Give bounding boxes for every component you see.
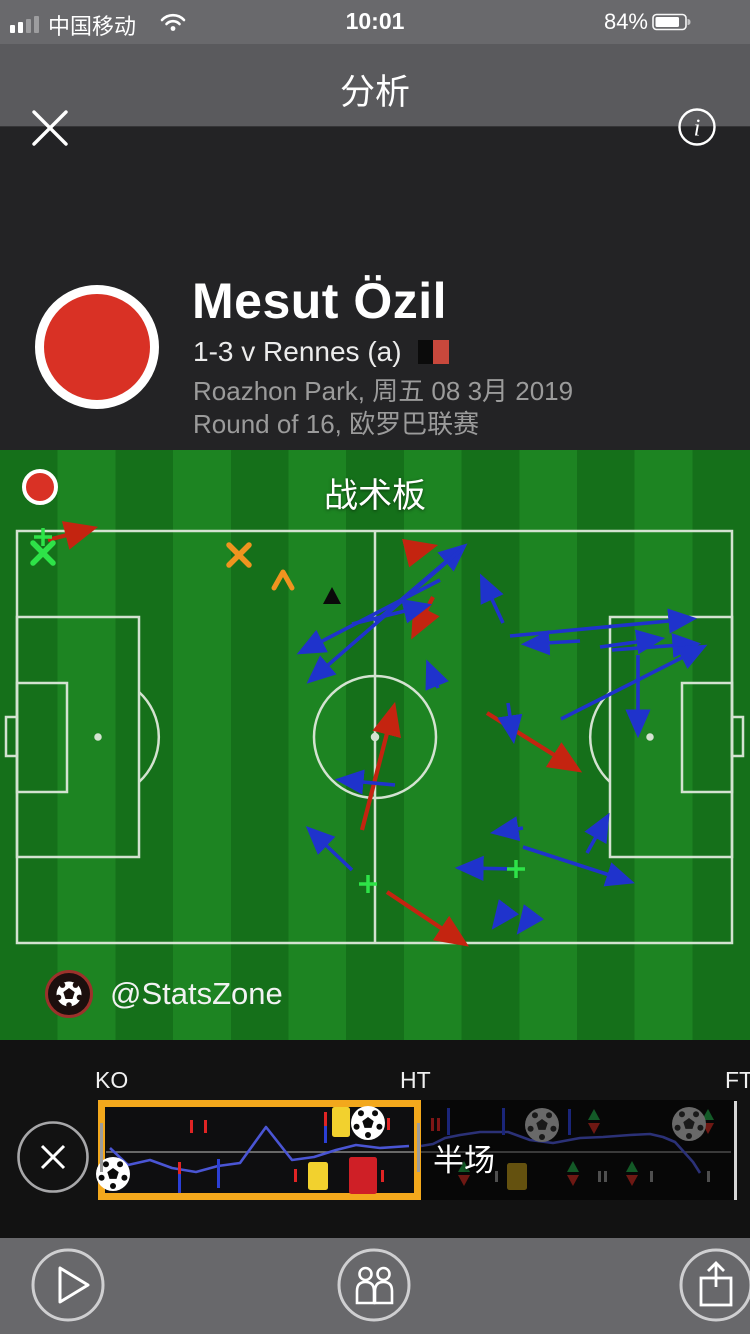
battery-percent: 84%: [603, 9, 648, 34]
event-tick: [178, 1174, 181, 1193]
goal-ball-icon: [525, 1108, 559, 1142]
team-badge: [35, 285, 159, 409]
pitch-lines: [4, 529, 745, 945]
half-time-label: 半场: [433, 1143, 495, 1178]
close-icon[interactable]: [28, 106, 72, 150]
timeline-section: KO HT FT 半场: [0, 1040, 750, 1238]
sub-off-icon: [458, 1175, 470, 1186]
event-tick: [178, 1162, 181, 1174]
watermark: @StatsZone: [44, 967, 283, 1021]
battery-icon: [652, 13, 691, 31]
scrub-handle[interactable]: [417, 1123, 420, 1172]
sub-off-icon: [567, 1175, 579, 1186]
match-result: 1-3 v Rennes (a): [193, 336, 449, 368]
sub-on-icon: [458, 1161, 470, 1172]
timeline-dismiss-button[interactable]: [16, 1120, 90, 1194]
event-tick: [707, 1171, 710, 1182]
signal-strength-icon: [10, 16, 39, 33]
sub-on-icon: [567, 1161, 579, 1172]
event-tick: [204, 1120, 207, 1133]
event-tick: [381, 1170, 384, 1182]
team-badge-small: [22, 469, 58, 505]
event-tick: [190, 1120, 193, 1133]
event-tick: [324, 1126, 327, 1143]
carrier-label: 中国移动: [48, 14, 137, 39]
match-venue-date: Roazhon Park, 周五 08 3月 2019: [193, 376, 574, 406]
goal-ball-icon: [351, 1106, 385, 1140]
event-tick: [437, 1118, 440, 1131]
tactics-board: 战术板: [0, 450, 750, 1040]
players-icon: [355, 1266, 394, 1305]
play-button[interactable]: [30, 1247, 106, 1323]
opponent-crest-icon: [417, 340, 449, 364]
tactics-board-title: 战术板: [324, 477, 426, 515]
timeline-label-ko: KO: [95, 1067, 129, 1093]
sub-on-icon: [588, 1109, 600, 1120]
status-bar: 中国移动 10:01 84%: [0, 0, 750, 44]
event-tick: [650, 1171, 653, 1182]
sub-off-icon: [626, 1175, 638, 1186]
event-tick: [217, 1159, 220, 1188]
match-result-text: 1-3 v Rennes (a): [193, 336, 402, 367]
event-tick: [495, 1171, 498, 1182]
close-icon: [40, 1144, 66, 1170]
event-tick: [447, 1108, 450, 1135]
play-icon: [58, 1266, 90, 1304]
wifi-icon: [160, 13, 186, 31]
statszone-logo-icon: [45, 970, 93, 1018]
yellow-card-icon: [507, 1163, 527, 1190]
match-timeline-scrubber[interactable]: [0, 1095, 750, 1205]
sub-off-icon: [588, 1123, 600, 1134]
timeline-label-ft: FT: [725, 1067, 750, 1093]
goal-ball-icon: [96, 1157, 130, 1191]
event-tick: [502, 1108, 505, 1135]
event-tick: [598, 1171, 601, 1182]
event-tick: [294, 1169, 297, 1182]
goal-ball-icon: [672, 1107, 706, 1141]
nav-bar: 分析 i: [0, 44, 750, 146]
share-icon: [699, 1261, 733, 1307]
event-tick: [568, 1109, 571, 1135]
player-name: Mesut Özil: [192, 273, 448, 329]
scrub-handle-right[interactable]: [734, 1101, 737, 1200]
share-button[interactable]: [678, 1247, 750, 1323]
scrub-handle[interactable]: [100, 1123, 103, 1172]
clock: 10:01: [345, 8, 405, 34]
match-round: Round of 16, 欧罗巴联赛: [193, 409, 480, 439]
watermark-text: @StatsZone: [110, 976, 283, 1011]
timeline-label-ht: HT: [400, 1067, 431, 1093]
event-tick: [431, 1118, 434, 1131]
yellow-card-icon: [332, 1107, 350, 1137]
first-half-events: [96, 1106, 414, 1194]
sub-on-icon: [702, 1109, 714, 1120]
bottom-toolbar: [0, 1238, 750, 1334]
pass-arrows: [47, 521, 708, 947]
svg-text:i: i: [694, 116, 701, 142]
event-markers: [30, 528, 525, 893]
sub-on-icon: [626, 1161, 638, 1172]
red-card-icon: [349, 1157, 377, 1194]
second-half-events: [420, 1107, 731, 1190]
event-tick: [387, 1118, 390, 1130]
info-icon[interactable]: i: [674, 104, 720, 150]
page-title: 分析: [339, 73, 410, 112]
event-tick: [604, 1171, 607, 1182]
yellow-card-icon: [308, 1162, 328, 1190]
players-button[interactable]: [336, 1247, 412, 1323]
pitch-canvas: [4, 521, 745, 947]
event-tick: [324, 1112, 327, 1126]
